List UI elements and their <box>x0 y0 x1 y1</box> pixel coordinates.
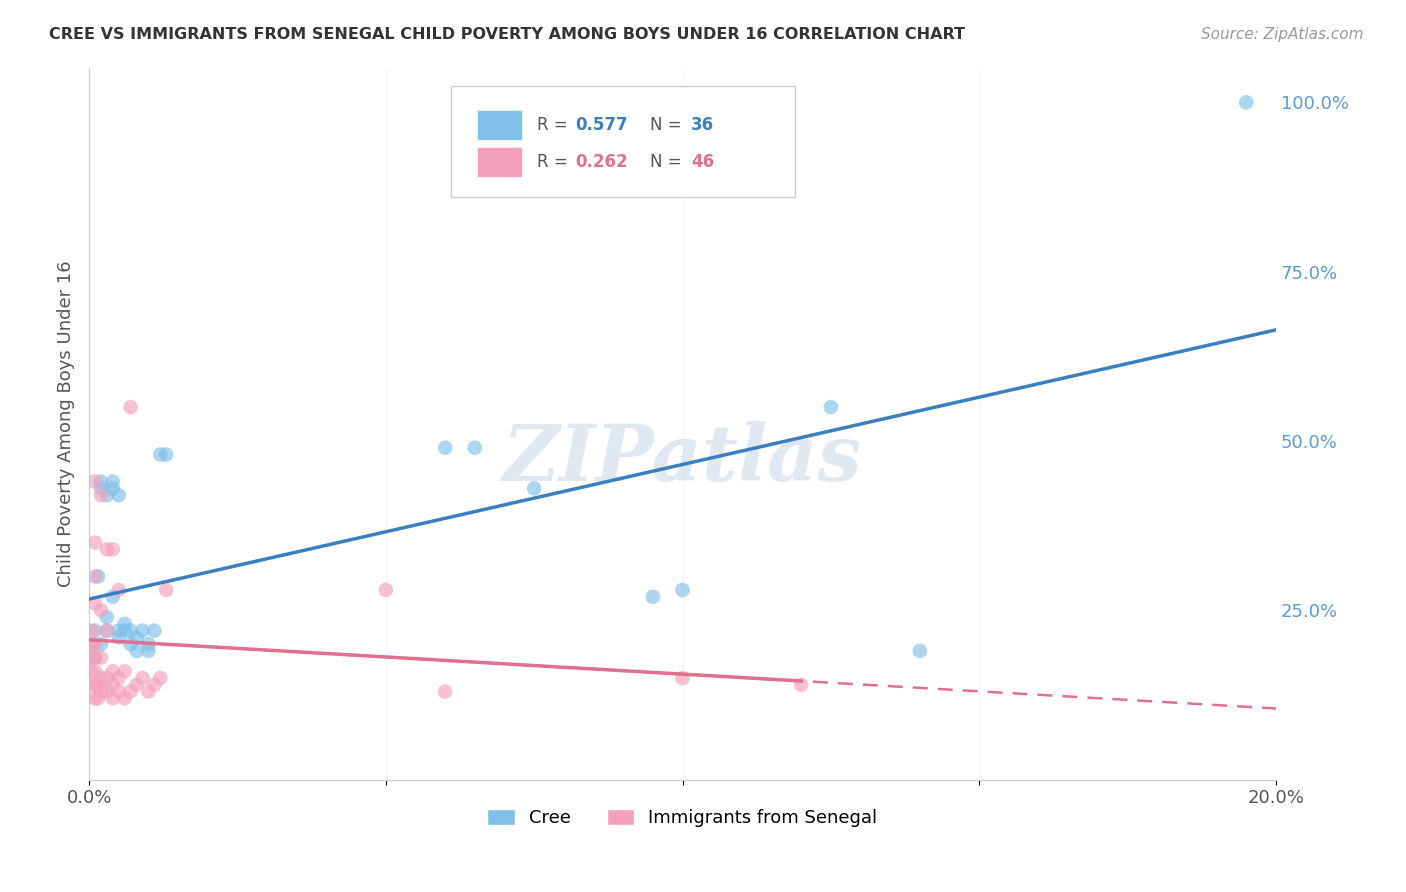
Point <box>101 678 124 692</box>
Point <box>84 597 107 611</box>
Point <box>80 624 103 638</box>
Point <box>90 637 112 651</box>
Point <box>374 582 396 597</box>
Point <box>107 624 129 638</box>
Text: N =: N = <box>651 153 688 171</box>
Point <box>80 665 103 679</box>
Point <box>671 582 693 597</box>
Point <box>155 582 177 597</box>
Text: Source: ZipAtlas.com: Source: ZipAtlas.com <box>1201 27 1364 42</box>
Point <box>434 441 457 455</box>
Text: 0.577: 0.577 <box>575 116 628 134</box>
Point <box>120 624 142 638</box>
Point <box>143 624 166 638</box>
Point <box>149 448 172 462</box>
Point <box>79 678 101 692</box>
Point <box>131 671 153 685</box>
Point <box>90 482 112 496</box>
Point <box>107 684 129 698</box>
Point <box>101 475 124 489</box>
Point <box>84 624 107 638</box>
Point <box>84 691 107 706</box>
Point <box>80 650 103 665</box>
Bar <box>477 147 522 178</box>
Point <box>101 542 124 557</box>
Point <box>84 637 107 651</box>
Point <box>107 671 129 685</box>
Text: R =: R = <box>537 153 572 171</box>
Point <box>523 482 546 496</box>
Point <box>114 665 136 679</box>
Point <box>84 535 107 549</box>
Point <box>90 684 112 698</box>
Point <box>84 665 107 679</box>
Point <box>87 691 110 706</box>
Point <box>641 590 664 604</box>
Point <box>101 482 124 496</box>
Point <box>87 678 110 692</box>
Y-axis label: Child Poverty Among Boys Under 16: Child Poverty Among Boys Under 16 <box>58 260 75 587</box>
Point <box>149 671 172 685</box>
Point <box>101 590 124 604</box>
Point <box>101 691 124 706</box>
Point <box>87 569 110 583</box>
Point <box>80 637 103 651</box>
Point <box>84 650 107 665</box>
Point <box>96 542 118 557</box>
Point <box>84 569 107 583</box>
FancyBboxPatch shape <box>451 87 796 196</box>
Point <box>114 616 136 631</box>
Point <box>790 678 813 692</box>
Point <box>908 644 931 658</box>
Point <box>80 637 103 651</box>
Legend: Cree, Immigrants from Senegal: Cree, Immigrants from Senegal <box>481 802 884 835</box>
Bar <box>477 110 522 140</box>
Point <box>131 624 153 638</box>
Point <box>138 684 160 698</box>
Point <box>120 637 142 651</box>
Point <box>434 684 457 698</box>
Point <box>125 631 148 645</box>
Point <box>84 650 107 665</box>
Point <box>96 610 118 624</box>
Point <box>101 665 124 679</box>
Point <box>155 448 177 462</box>
Text: CREE VS IMMIGRANTS FROM SENEGAL CHILD POVERTY AMONG BOYS UNDER 16 CORRELATION CH: CREE VS IMMIGRANTS FROM SENEGAL CHILD PO… <box>49 27 965 42</box>
Point <box>84 678 107 692</box>
Point <box>96 624 118 638</box>
Point <box>96 488 118 502</box>
Point <box>90 603 112 617</box>
Point <box>671 671 693 685</box>
Point <box>138 644 160 658</box>
Text: 46: 46 <box>690 153 714 171</box>
Point <box>114 624 136 638</box>
Point <box>143 678 166 692</box>
Point <box>96 671 118 685</box>
Point <box>120 400 142 414</box>
Text: R =: R = <box>537 116 572 134</box>
Point <box>125 678 148 692</box>
Point <box>107 631 129 645</box>
Point <box>96 684 118 698</box>
Text: ZIPatlas: ZIPatlas <box>503 421 862 498</box>
Point <box>84 475 107 489</box>
Point <box>90 488 112 502</box>
Text: 36: 36 <box>690 116 714 134</box>
Point <box>96 624 118 638</box>
Point <box>120 684 142 698</box>
Point <box>138 637 160 651</box>
Point <box>107 582 129 597</box>
Point <box>90 671 112 685</box>
Point <box>464 441 486 455</box>
Point <box>125 644 148 658</box>
Text: 0.262: 0.262 <box>575 153 628 171</box>
Point <box>1234 95 1257 110</box>
Point <box>114 691 136 706</box>
Text: N =: N = <box>651 116 688 134</box>
Point <box>90 650 112 665</box>
Point <box>107 488 129 502</box>
Point <box>90 475 112 489</box>
Point <box>820 400 842 414</box>
